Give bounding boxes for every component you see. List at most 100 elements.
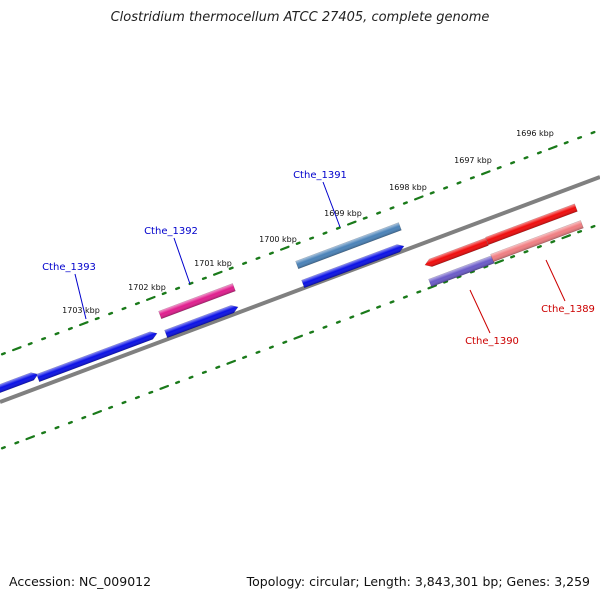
minor-tick bbox=[215, 365, 221, 369]
cds-arrow[interactable] bbox=[36, 330, 159, 383]
minor-tick bbox=[41, 431, 47, 435]
inner-tick-track bbox=[0, 224, 596, 450]
minor-tick bbox=[523, 250, 529, 254]
cds-arrow[interactable] bbox=[424, 237, 489, 269]
minor-tick bbox=[376, 211, 382, 215]
minor-tick bbox=[201, 370, 207, 374]
minor-tick bbox=[322, 231, 328, 235]
gene-label[interactable]: Cthe_1391 bbox=[293, 170, 347, 181]
minor-tick bbox=[81, 415, 87, 420]
major-tick bbox=[293, 334, 303, 340]
minor-tick bbox=[402, 295, 408, 299]
gene-cthe-1392[interactable] bbox=[158, 283, 236, 320]
major-tick bbox=[494, 259, 504, 265]
minor-tick bbox=[268, 345, 274, 349]
outer-tick-track bbox=[0, 130, 596, 356]
minor-tick bbox=[201, 276, 207, 280]
major-tick bbox=[213, 270, 223, 276]
minor-tick bbox=[134, 395, 140, 400]
minor-tick bbox=[443, 280, 449, 284]
cds-arrow[interactable] bbox=[164, 303, 240, 339]
minor-tick bbox=[335, 320, 341, 324]
gene-label[interactable]: Cthe_1392 bbox=[144, 226, 198, 237]
minor-tick bbox=[0, 352, 6, 356]
gene-label[interactable]: Cthe_1390 bbox=[465, 336, 519, 347]
minor-tick bbox=[349, 315, 355, 319]
minor-tick bbox=[590, 130, 596, 135]
minor-tick bbox=[228, 266, 234, 270]
minor-tick bbox=[362, 216, 368, 220]
minor-tick bbox=[483, 265, 489, 269]
minor-tick bbox=[510, 255, 516, 259]
major-tick bbox=[159, 384, 169, 390]
minor-tick bbox=[456, 181, 462, 185]
cds-arrow[interactable] bbox=[485, 203, 578, 246]
kbp-tick-label: 1702 kbp bbox=[128, 283, 166, 292]
gene-label[interactable]: Cthe_1393 bbox=[42, 262, 96, 273]
minor-tick bbox=[510, 161, 516, 165]
minor-tick bbox=[389, 300, 395, 304]
minor-tick bbox=[27, 342, 33, 346]
label-leader-line bbox=[322, 181, 341, 228]
minor-tick bbox=[416, 290, 422, 294]
map-title: Clostridium thermocellum ATCC 27405, com… bbox=[110, 10, 490, 25]
minor-tick bbox=[255, 350, 261, 354]
major-tick bbox=[427, 284, 437, 290]
minor-tick bbox=[121, 400, 127, 405]
gene-cthe-1389[interactable] bbox=[490, 220, 584, 263]
label-leader-line bbox=[545, 259, 566, 302]
minor-tick bbox=[175, 286, 181, 291]
label-leader-line bbox=[173, 237, 191, 285]
minor-tick bbox=[188, 375, 194, 380]
minor-tick bbox=[268, 251, 274, 255]
minor-tick bbox=[295, 241, 301, 245]
major-tick bbox=[561, 234, 572, 240]
minor-tick bbox=[148, 390, 154, 395]
minor-tick bbox=[41, 337, 47, 341]
minor-tick bbox=[67, 420, 73, 425]
kbp-labels: 1696 kbp 1697 kbp 1698 kbp 1699 kbp 1700 kbp… bbox=[62, 129, 554, 315]
minor-tick bbox=[134, 301, 140, 306]
minor-tick bbox=[577, 229, 583, 234]
minor-tick bbox=[108, 405, 114, 410]
minor-tick bbox=[242, 355, 248, 359]
kbp-tick-label: 1701 kbp bbox=[194, 259, 232, 268]
kbp-tick-label: 1697 kbp bbox=[454, 156, 492, 165]
minor-tick bbox=[469, 176, 475, 180]
major-tick bbox=[414, 195, 424, 201]
minor-tick bbox=[577, 135, 583, 140]
gene-labels: Cthe_1393 Cthe_1392 Cthe_1391 Cthe_1390 Cthe… bbox=[42, 170, 595, 347]
minor-tick bbox=[121, 306, 127, 311]
gene-label[interactable]: Cthe_1389 bbox=[541, 304, 595, 315]
cds-arrow[interactable] bbox=[0, 371, 39, 398]
minor-tick bbox=[536, 150, 542, 155]
major-tick bbox=[547, 145, 558, 151]
gene-cthe-1390[interactable] bbox=[428, 255, 495, 288]
minor-tick bbox=[456, 275, 462, 279]
major-tick bbox=[347, 220, 357, 226]
gene-cthe-1391[interactable] bbox=[295, 222, 402, 270]
minor-tick bbox=[376, 305, 382, 309]
minor-tick bbox=[469, 270, 475, 274]
minor-tick bbox=[282, 340, 288, 344]
minor-tick bbox=[590, 224, 596, 229]
kbp-tick-label: 1699 kbp bbox=[324, 209, 362, 218]
minor-tick bbox=[322, 325, 328, 329]
minor-tick bbox=[309, 330, 315, 334]
genome-summary-text: Topology: circular; Length: 3,843,301 bp… bbox=[246, 574, 590, 589]
minor-tick bbox=[496, 166, 502, 170]
minor-tick bbox=[54, 425, 60, 430]
label-leader-line bbox=[469, 289, 491, 334]
minor-tick bbox=[67, 326, 73, 331]
cds-arrow[interactable] bbox=[301, 242, 406, 289]
kbp-tick-label: 1703 kbp bbox=[62, 306, 100, 315]
major-tick bbox=[360, 309, 370, 315]
kbp-tick-label: 1698 kbp bbox=[389, 183, 427, 192]
minor-tick bbox=[563, 140, 569, 145]
label-leader-line bbox=[74, 273, 87, 320]
kbp-tick-label: 1696 kbp bbox=[516, 129, 554, 138]
accession-text: Accession: NC_009012 bbox=[9, 574, 152, 589]
kbp-tick-label: 1700 kbp bbox=[259, 235, 297, 244]
major-tick bbox=[92, 410, 103, 416]
